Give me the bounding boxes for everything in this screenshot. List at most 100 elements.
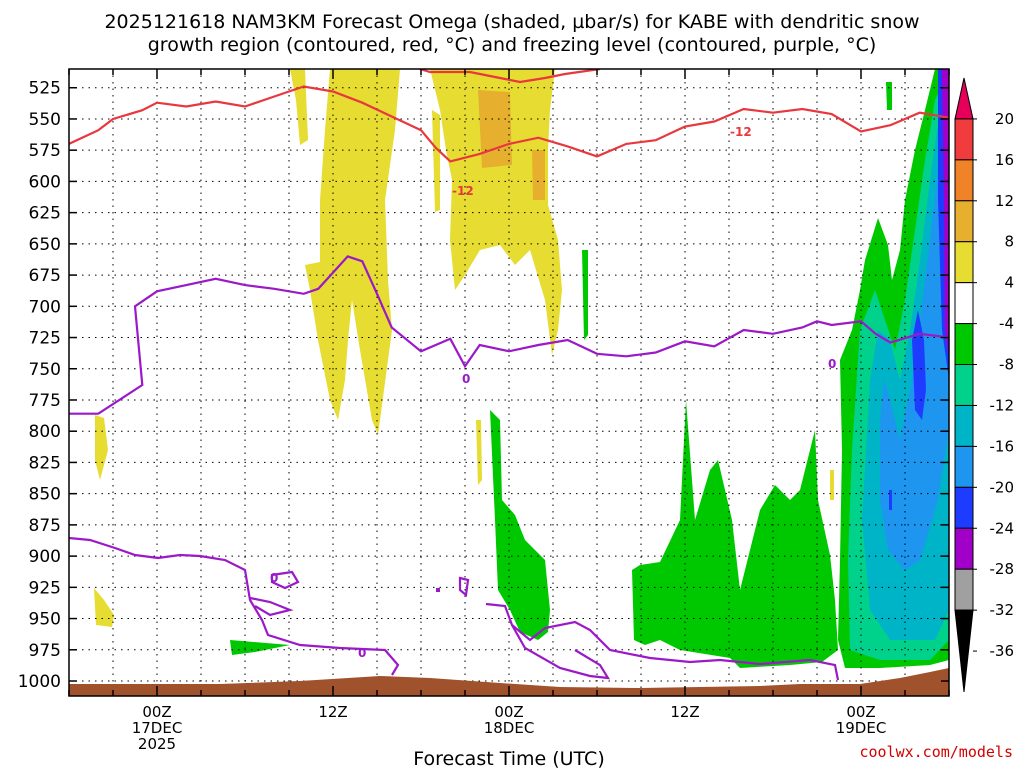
y-tick-label: 950 — [29, 610, 61, 630]
x-axis-title: Forecast Time (UTC) — [413, 748, 604, 768]
omega-yellow-region — [830, 470, 834, 500]
grid-lines — [69, 69, 949, 696]
colorbar-swatch — [954, 527, 974, 570]
omega-yellow-region — [305, 69, 400, 435]
omega-yellow-region — [432, 110, 440, 212]
y-tick-label: 600 — [29, 172, 61, 192]
y-tick-label: 975 — [29, 641, 61, 661]
y-tick-label: 800 — [29, 422, 61, 442]
colorbar-top-triangle — [954, 77, 974, 120]
colorbar-swatch — [954, 200, 974, 243]
omega-green-region — [582, 250, 588, 340]
x-tick-label: 17DEC — [132, 719, 183, 737]
colorbar-tick-label: 8 — [1004, 233, 1014, 251]
omega-gold-region — [532, 150, 545, 200]
colorbar-tick-label: 16 — [995, 151, 1014, 169]
colorbar-swatch — [954, 118, 974, 161]
colorbar-tick-label: -12 — [990, 396, 1015, 414]
colorbar-bottom-triangle — [954, 609, 974, 693]
y-axis: 525 550 575 600 625 650 675 700 725 750 775 800 825 8… — [18, 79, 949, 692]
colorbar-swatch — [954, 241, 974, 284]
freezing-level-contour-label: 0 — [270, 571, 278, 585]
colorbar-swatch — [954, 323, 974, 366]
colorbar-tick-label: -24 — [990, 519, 1015, 537]
colorbar-swatch — [954, 404, 974, 447]
y-tick-label: 700 — [29, 297, 61, 317]
colorbar-tick-label: -20 — [990, 478, 1015, 496]
freezing-level-contour-line — [436, 588, 440, 592]
plot-area — [69, 69, 949, 696]
snow-growth-contour-line — [69, 85, 949, 163]
omega-green-region — [886, 82, 892, 110]
freezing-level-contour-line — [69, 255, 949, 415]
y-tick-label: 750 — [29, 360, 61, 380]
omega-purple-region — [942, 69, 949, 360]
freezing-level-contour-line — [270, 570, 300, 590]
freezing-level-contour-label: 0 — [828, 357, 836, 371]
freezing-level-contour-line — [249, 596, 294, 617]
colorbar-tick-label: -36 — [990, 642, 1015, 660]
colorbar-tick-label: 12 — [995, 192, 1014, 210]
omega-yellow-region — [95, 415, 108, 480]
x-tick-label: 12Z — [670, 703, 699, 721]
omega-gold-region — [478, 90, 512, 168]
colorbar-swatch — [954, 486, 974, 529]
omega-blue-region — [889, 490, 892, 510]
omega-yellow-region — [94, 588, 114, 627]
x-tick-label: 00Z — [846, 703, 875, 721]
colorbar-tick-label: -28 — [990, 560, 1015, 578]
freezing-level-contour-label: 0 — [462, 372, 470, 386]
colorbar-tick-label: -16 — [990, 437, 1015, 455]
colorbar-tick-label: 4 — [1004, 274, 1014, 292]
y-tick-label: 725 — [29, 329, 61, 349]
omega-shading — [94, 69, 949, 668]
y-tick-label: 1000 — [18, 672, 61, 692]
y-tick-label: 650 — [29, 235, 61, 255]
colorbar-swatch — [954, 159, 974, 202]
omega-yellow-region — [476, 420, 482, 485]
omega-green-region — [230, 640, 290, 655]
chart-title-line-1: 2025121618 NAM3KM Forecast Omega (shaded… — [104, 11, 919, 33]
freezing-level-contour-line — [485, 602, 840, 681]
x-tick-label: 18DEC — [484, 719, 535, 737]
colorbar-swatch — [954, 445, 974, 488]
colorbar-tick-label: -32 — [990, 601, 1015, 619]
snow-growth-contour-label: -12 — [730, 125, 752, 139]
y-tick-label: 675 — [29, 266, 61, 286]
omega-blue-region — [912, 310, 926, 420]
snow-growth-contour-line — [419, 69, 601, 84]
y-tick-label: 775 — [29, 391, 61, 411]
y-tick-label: 575 — [29, 141, 61, 161]
x-tick-label: 2025 — [138, 735, 176, 753]
y-tick-label: 925 — [29, 578, 61, 598]
x-tick-label: 19DEC — [836, 719, 887, 737]
ground-surface — [69, 668, 949, 696]
snow-growth-contour-label: -12 — [452, 184, 474, 198]
freezing-level-contour-line — [458, 576, 470, 598]
colorbar-tick-label: 20 — [995, 110, 1014, 128]
x-tick-label: 12Z — [318, 703, 347, 721]
y-tick-label: 850 — [29, 485, 61, 505]
colorbar-swatch — [954, 364, 974, 406]
omega-green-region — [632, 400, 838, 668]
x-tick-label: 00Z — [142, 703, 171, 721]
colorbar-tick-label: -8 — [999, 356, 1014, 374]
y-tick-label: 825 — [29, 453, 61, 473]
omega-green-region — [490, 410, 550, 640]
omega-blue-light-region — [880, 110, 949, 570]
freezing-level-contour-label: 0 — [358, 646, 366, 660]
freezing-level-contour-line — [69, 536, 400, 676]
credit-text: coolwx.com/models — [859, 743, 1013, 761]
colorbar-tick-label: -4 — [999, 315, 1014, 333]
chart-title-line-2: growth region (contoured, red, °C) and f… — [148, 34, 877, 56]
y-tick-label: 900 — [29, 547, 61, 567]
x-tick-label: 00Z — [494, 703, 523, 721]
colorbar-swatch — [954, 568, 974, 611]
freezing-level-contour-line — [511, 624, 611, 680]
y-tick-label: 625 — [29, 204, 61, 224]
y-tick-label: 525 — [29, 79, 61, 99]
y-tick-label: 875 — [29, 516, 61, 536]
colorbar-swatch — [954, 282, 974, 325]
